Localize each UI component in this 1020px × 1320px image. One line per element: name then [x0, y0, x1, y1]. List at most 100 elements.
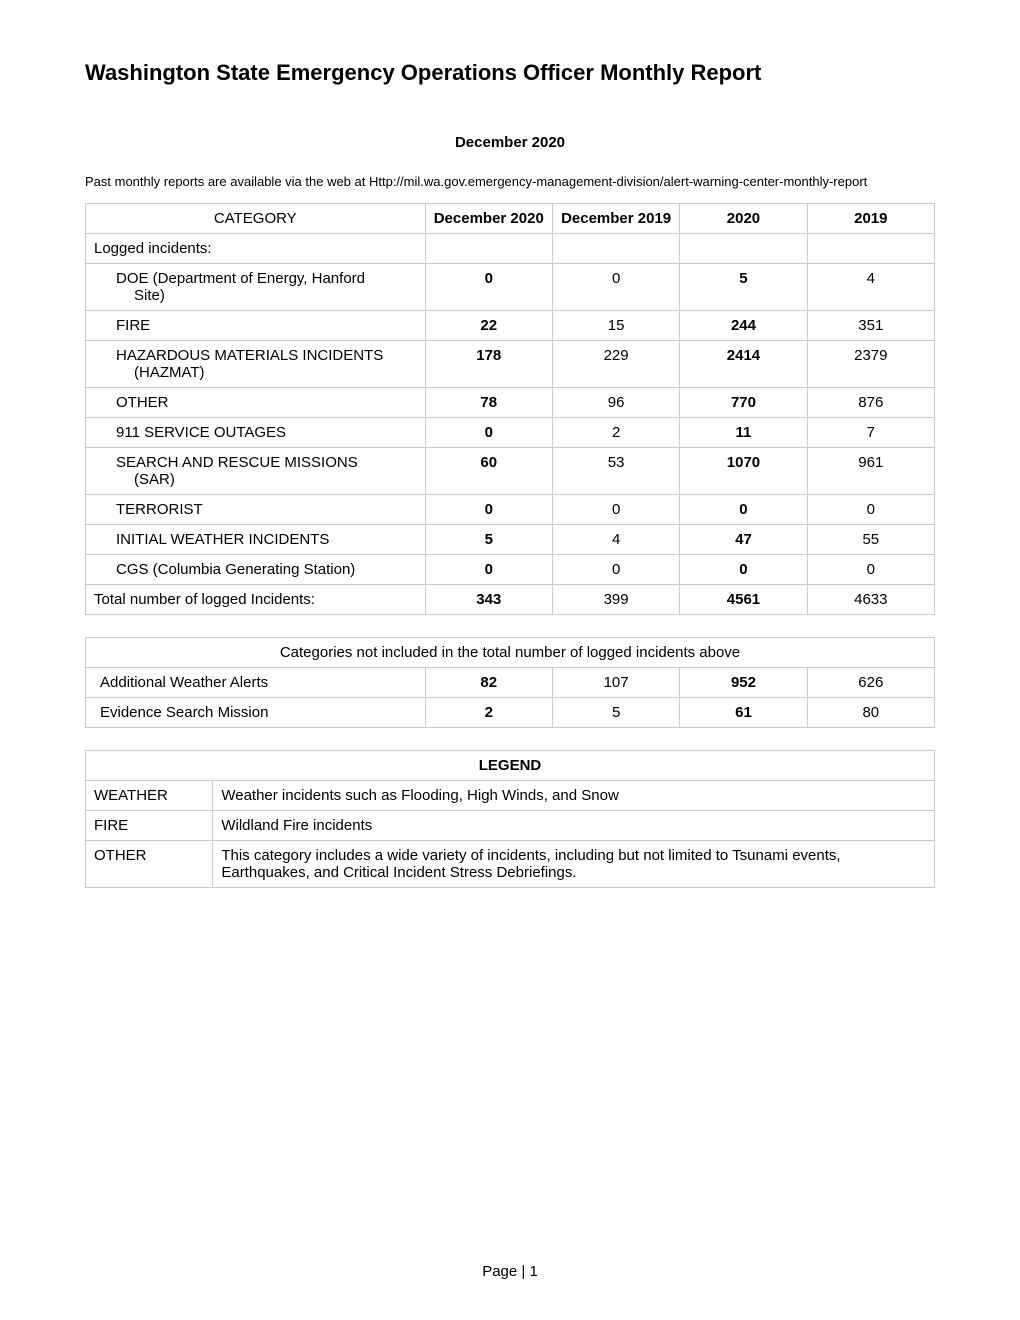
legend-row: WEATHERWeather incidents such as Floodin…: [86, 781, 935, 811]
header-category: CATEGORY: [86, 204, 426, 234]
legend-term: FIRE: [86, 811, 213, 841]
table-row: Additional Weather Alerts82107952626: [86, 668, 935, 698]
row-label: SEARCH AND RESCUE MISSIONS(SAR): [86, 448, 426, 495]
excluded-header-label: Categories not included in the total num…: [86, 638, 935, 668]
total-v1: 343: [425, 585, 552, 615]
table-total-row: Total number of logged Incidents: 343 39…: [86, 585, 935, 615]
legend-definition: Wildland Fire incidents: [213, 811, 935, 841]
row-value: 80: [807, 698, 934, 728]
table-row: TERRORIST0000: [86, 495, 935, 525]
row-value: 2: [552, 418, 679, 448]
intro-text: Past monthly reports are available via t…: [85, 173, 935, 191]
row-value: 770: [680, 388, 807, 418]
excluded-categories-table: Categories not included in the total num…: [85, 637, 935, 728]
row-label: DOE (Department of Energy, HanfordSite): [86, 264, 426, 311]
legend-table: LEGEND WEATHERWeather incidents such as …: [85, 750, 935, 888]
row-value: 7: [807, 418, 934, 448]
legend-term: OTHER: [86, 841, 213, 888]
row-value: 229: [552, 341, 679, 388]
row-value: 2: [425, 698, 552, 728]
row-label: HAZARDOUS MATERIALS INCIDENTS(HAZMAT): [86, 341, 426, 388]
total-label: Total number of logged Incidents:: [86, 585, 426, 615]
row-label: TERRORIST: [86, 495, 426, 525]
row-value: 4: [552, 525, 679, 555]
table-row: OTHER7896770876: [86, 388, 935, 418]
row-value: 47: [680, 525, 807, 555]
row-value: 60: [425, 448, 552, 495]
legend-header-label: LEGEND: [86, 751, 935, 781]
row-value: 0: [680, 495, 807, 525]
row-value: 55: [807, 525, 934, 555]
row-value: 0: [680, 555, 807, 585]
legend-definition: This category includes a wide variety of…: [213, 841, 935, 888]
row-value: 0: [552, 264, 679, 311]
row-label: Evidence Search Mission: [86, 698, 426, 728]
row-value: 11: [680, 418, 807, 448]
row-value: 5: [680, 264, 807, 311]
row-value: 0: [425, 418, 552, 448]
row-label: INITIAL WEATHER INCIDENTS: [86, 525, 426, 555]
row-value: 15: [552, 311, 679, 341]
row-value: 1070: [680, 448, 807, 495]
row-value: 96: [552, 388, 679, 418]
row-value: 0: [552, 495, 679, 525]
table-row: SEARCH AND RESCUE MISSIONS(SAR)605310709…: [86, 448, 935, 495]
header-col1: December 2020: [425, 204, 552, 234]
row-value: 61: [680, 698, 807, 728]
main-incidents-table: CATEGORY December 2020 December 2019 202…: [85, 203, 935, 615]
row-label: CGS (Columbia Generating Station): [86, 555, 426, 585]
row-label: Additional Weather Alerts: [86, 668, 426, 698]
excluded-header-row: Categories not included in the total num…: [86, 638, 935, 668]
section-label: Logged incidents:: [86, 234, 426, 264]
row-value: 0: [425, 555, 552, 585]
row-value: 22: [425, 311, 552, 341]
legend-row: OTHERThis category includes a wide varie…: [86, 841, 935, 888]
row-value: 626: [807, 668, 934, 698]
row-label: 911 SERVICE OUTAGES: [86, 418, 426, 448]
row-value: 0: [425, 495, 552, 525]
header-col3: 2020: [680, 204, 807, 234]
legend-header-row: LEGEND: [86, 751, 935, 781]
row-value: 53: [552, 448, 679, 495]
table-row: CGS (Columbia Generating Station)0000: [86, 555, 935, 585]
page-footer: Page | 1: [0, 1263, 1020, 1280]
table-row: HAZARDOUS MATERIALS INCIDENTS(HAZMAT)178…: [86, 341, 935, 388]
row-value: 244: [680, 311, 807, 341]
row-value: 876: [807, 388, 934, 418]
row-label: FIRE: [86, 311, 426, 341]
header-col4: 2019: [807, 204, 934, 234]
row-value: 2379: [807, 341, 934, 388]
row-value: 0: [425, 264, 552, 311]
legend-row: FIREWildland Fire incidents: [86, 811, 935, 841]
table-header-row: CATEGORY December 2020 December 2019 202…: [86, 204, 935, 234]
total-v3: 4561: [680, 585, 807, 615]
row-value: 82: [425, 668, 552, 698]
total-v2: 399: [552, 585, 679, 615]
row-value: 952: [680, 668, 807, 698]
row-value: 961: [807, 448, 934, 495]
table-row: INITIAL WEATHER INCIDENTS544755: [86, 525, 935, 555]
row-value: 178: [425, 341, 552, 388]
table-row: FIRE2215244351: [86, 311, 935, 341]
row-label: OTHER: [86, 388, 426, 418]
table-section-row: Logged incidents:: [86, 234, 935, 264]
row-value: 4: [807, 264, 934, 311]
row-value: 107: [552, 668, 679, 698]
row-value: 0: [552, 555, 679, 585]
row-value: 351: [807, 311, 934, 341]
row-value: 0: [807, 495, 934, 525]
total-v4: 4633: [807, 585, 934, 615]
row-value: 5: [425, 525, 552, 555]
row-value: 0: [807, 555, 934, 585]
table-row: Evidence Search Mission256180: [86, 698, 935, 728]
page-title: Washington State Emergency Operations Of…: [85, 60, 935, 86]
legend-definition: Weather incidents such as Flooding, High…: [213, 781, 935, 811]
row-value: 2414: [680, 341, 807, 388]
row-value: 5: [552, 698, 679, 728]
table-row: 911 SERVICE OUTAGES02117: [86, 418, 935, 448]
legend-term: WEATHER: [86, 781, 213, 811]
row-value: 78: [425, 388, 552, 418]
report-month: December 2020: [85, 134, 935, 151]
table-row: DOE (Department of Energy, HanfordSite)0…: [86, 264, 935, 311]
header-col2: December 2019: [552, 204, 679, 234]
